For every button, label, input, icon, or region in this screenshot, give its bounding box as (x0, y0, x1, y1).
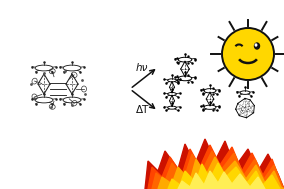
Polygon shape (152, 151, 284, 189)
Polygon shape (158, 157, 284, 189)
Text: ΔT: ΔT (136, 105, 149, 115)
Polygon shape (148, 145, 284, 189)
Polygon shape (145, 139, 284, 189)
Ellipse shape (254, 43, 260, 49)
Circle shape (222, 28, 274, 80)
Polygon shape (168, 163, 280, 189)
Polygon shape (178, 171, 265, 189)
Ellipse shape (255, 44, 257, 46)
Text: hν: hν (136, 63, 148, 73)
